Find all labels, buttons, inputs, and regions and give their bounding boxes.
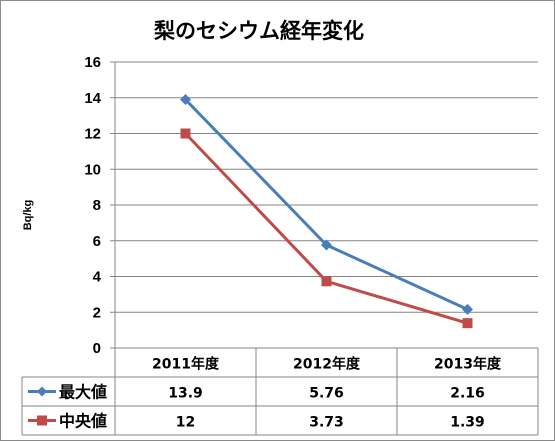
x-category-label: 2013年度 bbox=[434, 356, 502, 373]
y-tick-label: 0 bbox=[93, 340, 101, 357]
data-point-square bbox=[180, 128, 191, 139]
x-category-label: 2011年度 bbox=[152, 356, 220, 373]
legend-diamond-icon bbox=[37, 386, 47, 397]
data-point-square bbox=[321, 276, 332, 287]
data-point-diamond bbox=[321, 239, 332, 251]
table-value-cell: 13.9 bbox=[168, 386, 203, 402]
legend-square-icon bbox=[37, 415, 47, 426]
y-tick-labels: 0 2 4 6 8 10 12 14 16 bbox=[84, 54, 101, 357]
series-name: 最大値 bbox=[59, 383, 107, 402]
y-tick-label: 12 bbox=[84, 126, 101, 143]
series-line bbox=[184, 132, 468, 325]
y-axis-label: Bq/kg bbox=[22, 200, 34, 231]
y-tick-label: 2 bbox=[93, 304, 101, 321]
grid-layer bbox=[110, 61, 538, 349]
y-tick-label: 14 bbox=[84, 90, 101, 107]
data-point-square bbox=[462, 318, 473, 329]
table-value-cell: 12 bbox=[176, 415, 195, 431]
y-tick-label: 16 bbox=[84, 54, 101, 71]
table-value-cell: 5.76 bbox=[309, 386, 344, 402]
x-category-label: 2012年度 bbox=[293, 356, 361, 373]
data-point-diamond bbox=[462, 303, 473, 315]
series-name: 中央値 bbox=[59, 412, 107, 431]
table-value-cell: 2.16 bbox=[450, 386, 485, 402]
table-value-cell: 1.39 bbox=[450, 415, 485, 431]
y-tick-label: 6 bbox=[93, 233, 101, 250]
y-tick-label: 4 bbox=[93, 269, 102, 286]
y-tick-label: 8 bbox=[93, 197, 101, 214]
y-tick-label: 10 bbox=[84, 161, 101, 178]
data-point-diamond bbox=[180, 94, 191, 106]
series-layer bbox=[180, 94, 473, 329]
chart-title: 梨のセシウム経年変化 bbox=[154, 19, 364, 43]
table-value-cell: 3.73 bbox=[309, 415, 344, 431]
